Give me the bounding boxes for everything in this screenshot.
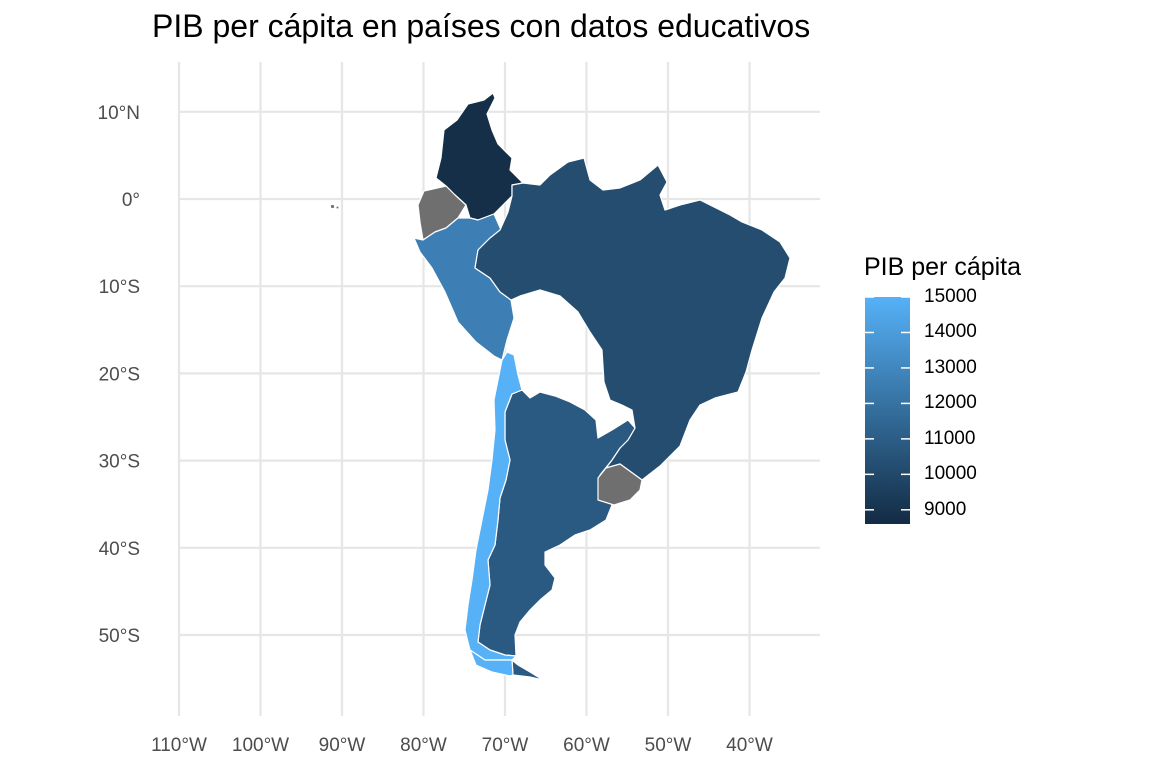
legend-tick-label: 9000 [924,498,967,520]
y-tick-label: 40°S [99,539,140,560]
x-tick-label: 70°W [482,735,529,756]
y-tick-label: 10°N [98,103,140,124]
map-title: PIB per cápita en países con datos educa… [152,8,811,44]
y-tick-label: 0° [122,190,140,211]
country-layer [329,92,791,681]
y-tick-label: 30°S [99,452,140,473]
country-brasil[interactable] [474,157,791,481]
x-tick-label: 100°W [232,735,289,756]
legend-tick-label: 15000 [924,286,977,307]
legend-tick-label: 14000 [924,321,977,343]
legend-title: PIB per cápita [864,253,1022,281]
y-tick-label: 20°S [99,364,140,385]
country-chile-south[interactable] [469,649,514,677]
x-tick-label: 50°W [645,735,692,756]
x-tick-label: 90°W [319,735,366,756]
x-tick-label: 110°W [151,735,207,756]
x-tick-label: 80°W [400,735,447,756]
x-tick-label: 40°W [726,735,773,756]
legend-tick-label: 12000 [924,392,977,414]
legend-tick-label: 13000 [924,356,977,378]
y-tick-label: 10°S [99,277,140,298]
islands-galapagos [329,203,340,210]
legend-gradient-bar [865,297,910,524]
legend-tick-label: 11000 [924,427,976,449]
legend-colorbar [865,296,910,524]
axis-tick-labels: 110°W 100°W 90°W 80°W 70°W 60°W 50°W 40°W 10°N 0°… [98,103,773,756]
country-argentina-tierra-del-fuego[interactable] [511,659,544,681]
y-tick-label: 50°S [99,626,140,647]
x-tick-label: 60°W [563,735,610,756]
country-chile[interactable] [464,351,523,661]
legend-tick-label: 10000 [924,463,977,485]
country-uruguay[interactable] [597,463,643,506]
